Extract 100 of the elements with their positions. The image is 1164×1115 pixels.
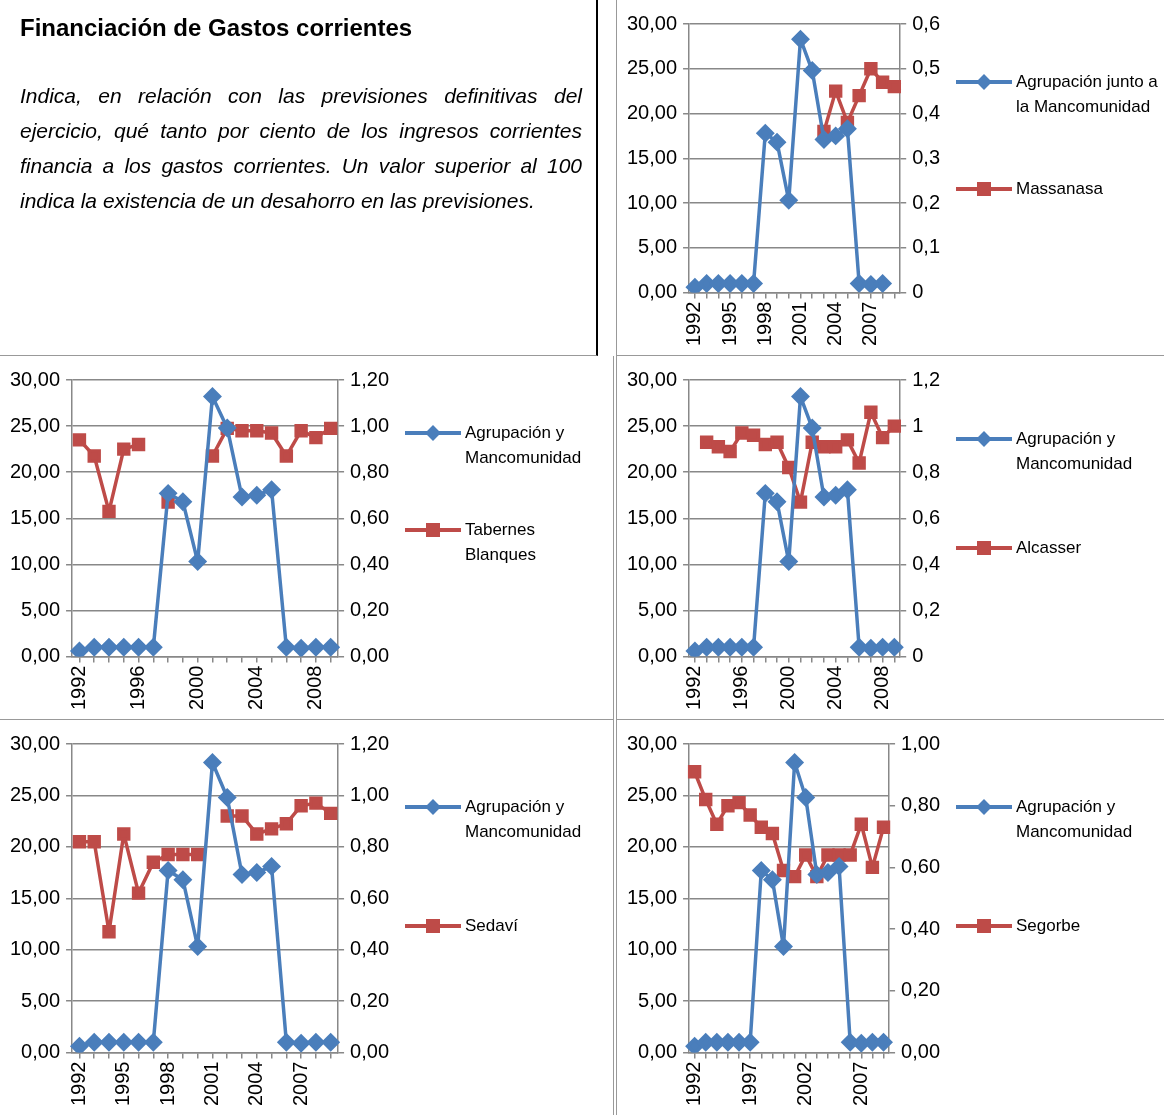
legend-label: Agrupación y Mancomunidad [1016, 796, 1134, 844]
y2-tick-label: 0,6 [912, 11, 941, 34]
y-tick-label: 25,00 [626, 782, 678, 805]
y2-tick-label: 1,00 [901, 731, 941, 754]
y-tick-label: 20,00 [626, 834, 678, 857]
y2-tick-label: 0,8 [912, 459, 941, 482]
y-tick-label: 0,00 [21, 644, 61, 667]
x-tick-label: 1995 [111, 1061, 134, 1107]
y-tick-label: 10,00 [9, 937, 61, 960]
x-tick-label: 2007 [858, 301, 881, 347]
text: Financiación de Gastos corrientes [20, 14, 414, 42]
x-tick-label: 1992 [682, 301, 705, 347]
x-tick-label: 1992 [682, 1061, 705, 1107]
y-tick-label: 0,00 [638, 644, 678, 667]
y2-tick-label: 0,80 [350, 834, 390, 857]
x-tick-label: 2007 [288, 1061, 311, 1107]
y-tick-label: 0,00 [21, 1040, 61, 1063]
y-tick-label: 25,00 [9, 782, 61, 805]
y-tick-label: 0,00 [638, 1040, 678, 1063]
y2-tick-label: 1,00 [350, 413, 390, 436]
legend-label: Tabernes Blanques [465, 518, 537, 566]
x-tick-label: 2004 [823, 301, 846, 347]
x-tick-label: 2004 [244, 665, 267, 711]
y2-tick-label: 0 [912, 280, 924, 303]
x-tick-label: 1996 [729, 665, 752, 711]
y-tick-label: 30,00 [626, 11, 678, 34]
y-tick-label: 15,00 [626, 145, 678, 168]
y-tick-label: 5,00 [21, 988, 61, 1011]
y-tick-label: 10,00 [626, 190, 678, 213]
x-tick-label: 2008 [870, 665, 893, 711]
x-tick-label: 1992 [66, 1061, 89, 1107]
y2-tick-label: 0,4 [912, 551, 941, 574]
legend-label: Massanasa [1016, 178, 1103, 201]
y-tick-label: 30,00 [9, 731, 61, 754]
y-tick-label: 15,00 [626, 885, 678, 908]
x-tick-label: 1997 [737, 1061, 760, 1107]
y-tick-label: 30,00 [9, 367, 61, 390]
legend-label: Agrupación junto a la Mancomunidad [1016, 70, 1159, 118]
x-tick-label: 2000 [776, 665, 799, 711]
y2-tick-label: 0,40 [901, 916, 941, 939]
x-tick-label: 2004 [244, 1061, 267, 1107]
y-tick-label: 30,00 [626, 731, 678, 754]
x-tick-label: 2002 [793, 1061, 816, 1107]
y-tick-label: 10,00 [626, 551, 678, 574]
y2-tick-label: 0,80 [350, 459, 390, 482]
y2-tick-label: 0,00 [350, 644, 390, 667]
y-tick-label: 15,00 [9, 885, 61, 908]
y-tick-label: 5,00 [21, 597, 61, 620]
y2-tick-label: 0,60 [350, 885, 390, 908]
y-tick-label: 0,00 [638, 280, 678, 303]
y2-tick-label: 0,40 [350, 551, 390, 574]
x-tick-label: 2001 [199, 1061, 222, 1107]
legend-label: Agrupación y Mancomunidad [465, 421, 583, 469]
x-tick-label: 1998 [155, 1061, 178, 1107]
y-tick-label: 10,00 [9, 551, 61, 574]
legend-label: Alcasser [1016, 537, 1082, 560]
y2-tick-label: 1,2 [912, 367, 941, 390]
y2-tick-label: 0,00 [350, 1040, 390, 1063]
y-tick-label: 10,00 [626, 937, 678, 960]
x-tick-label: 2007 [848, 1061, 871, 1107]
y-tick-label: 5,00 [638, 597, 678, 620]
legend-label: Segorbe [1016, 914, 1081, 937]
y-tick-label: 20,00 [626, 459, 678, 482]
y2-tick-label: 0,2 [912, 597, 941, 620]
y-tick-label: 20,00 [9, 459, 61, 482]
x-tick-label: 2001 [788, 301, 810, 347]
y2-tick-label: 1,00 [350, 782, 390, 805]
x-tick-label: 1992 [682, 665, 705, 711]
y2-tick-label: 1,20 [350, 367, 390, 390]
x-tick-label: 1998 [752, 301, 775, 347]
y2-tick-label: 0,80 [901, 793, 941, 816]
legend-label: Agrupación y Mancomunidad [465, 796, 583, 844]
x-tick-label: 2008 [303, 665, 326, 711]
y2-tick-label: 0 [912, 644, 924, 667]
y2-tick-label: 0,3 [912, 145, 941, 168]
y2-tick-label: 0,60 [350, 505, 390, 528]
legend-label: Agrupación y Mancomunidad [1016, 427, 1134, 475]
x-tick-label: 1992 [66, 665, 89, 711]
y2-tick-label: 0,20 [350, 988, 390, 1011]
x-tick-label: 1996 [126, 665, 149, 711]
x-tick-label: 2004 [823, 665, 846, 711]
text: Indica, en relación con las previsiones definitivas del ejercicio, qué tanto por ciento de los ingresos corrientes financia a los gastos corrientes. Un valor superior al 100 indica la existencia de un desahorro en las previsiones. [20, 83, 582, 214]
y2-tick-label: 0,00 [901, 1040, 941, 1063]
y2-tick-label: 1 [912, 413, 924, 436]
y-tick-label: 20,00 [9, 834, 61, 857]
y-tick-label: 25,00 [9, 413, 61, 436]
y2-tick-label: 0,20 [901, 978, 941, 1001]
y-tick-label: 30,00 [626, 367, 678, 390]
y2-tick-label: 0,5 [912, 56, 941, 79]
y2-tick-label: 0,40 [350, 937, 390, 960]
y-tick-label: 20,00 [626, 101, 678, 124]
y-tick-label: 25,00 [626, 56, 678, 79]
y2-tick-label: 0,1 [912, 235, 941, 258]
y-tick-label: 15,00 [9, 505, 61, 528]
y2-tick-label: 0,20 [350, 597, 390, 620]
y2-tick-label: 0,4 [912, 101, 941, 124]
y2-tick-label: 0,60 [901, 854, 941, 877]
x-tick-label: 2000 [185, 665, 208, 711]
y-tick-label: 25,00 [626, 413, 678, 436]
y-tick-label: 5,00 [638, 988, 678, 1011]
